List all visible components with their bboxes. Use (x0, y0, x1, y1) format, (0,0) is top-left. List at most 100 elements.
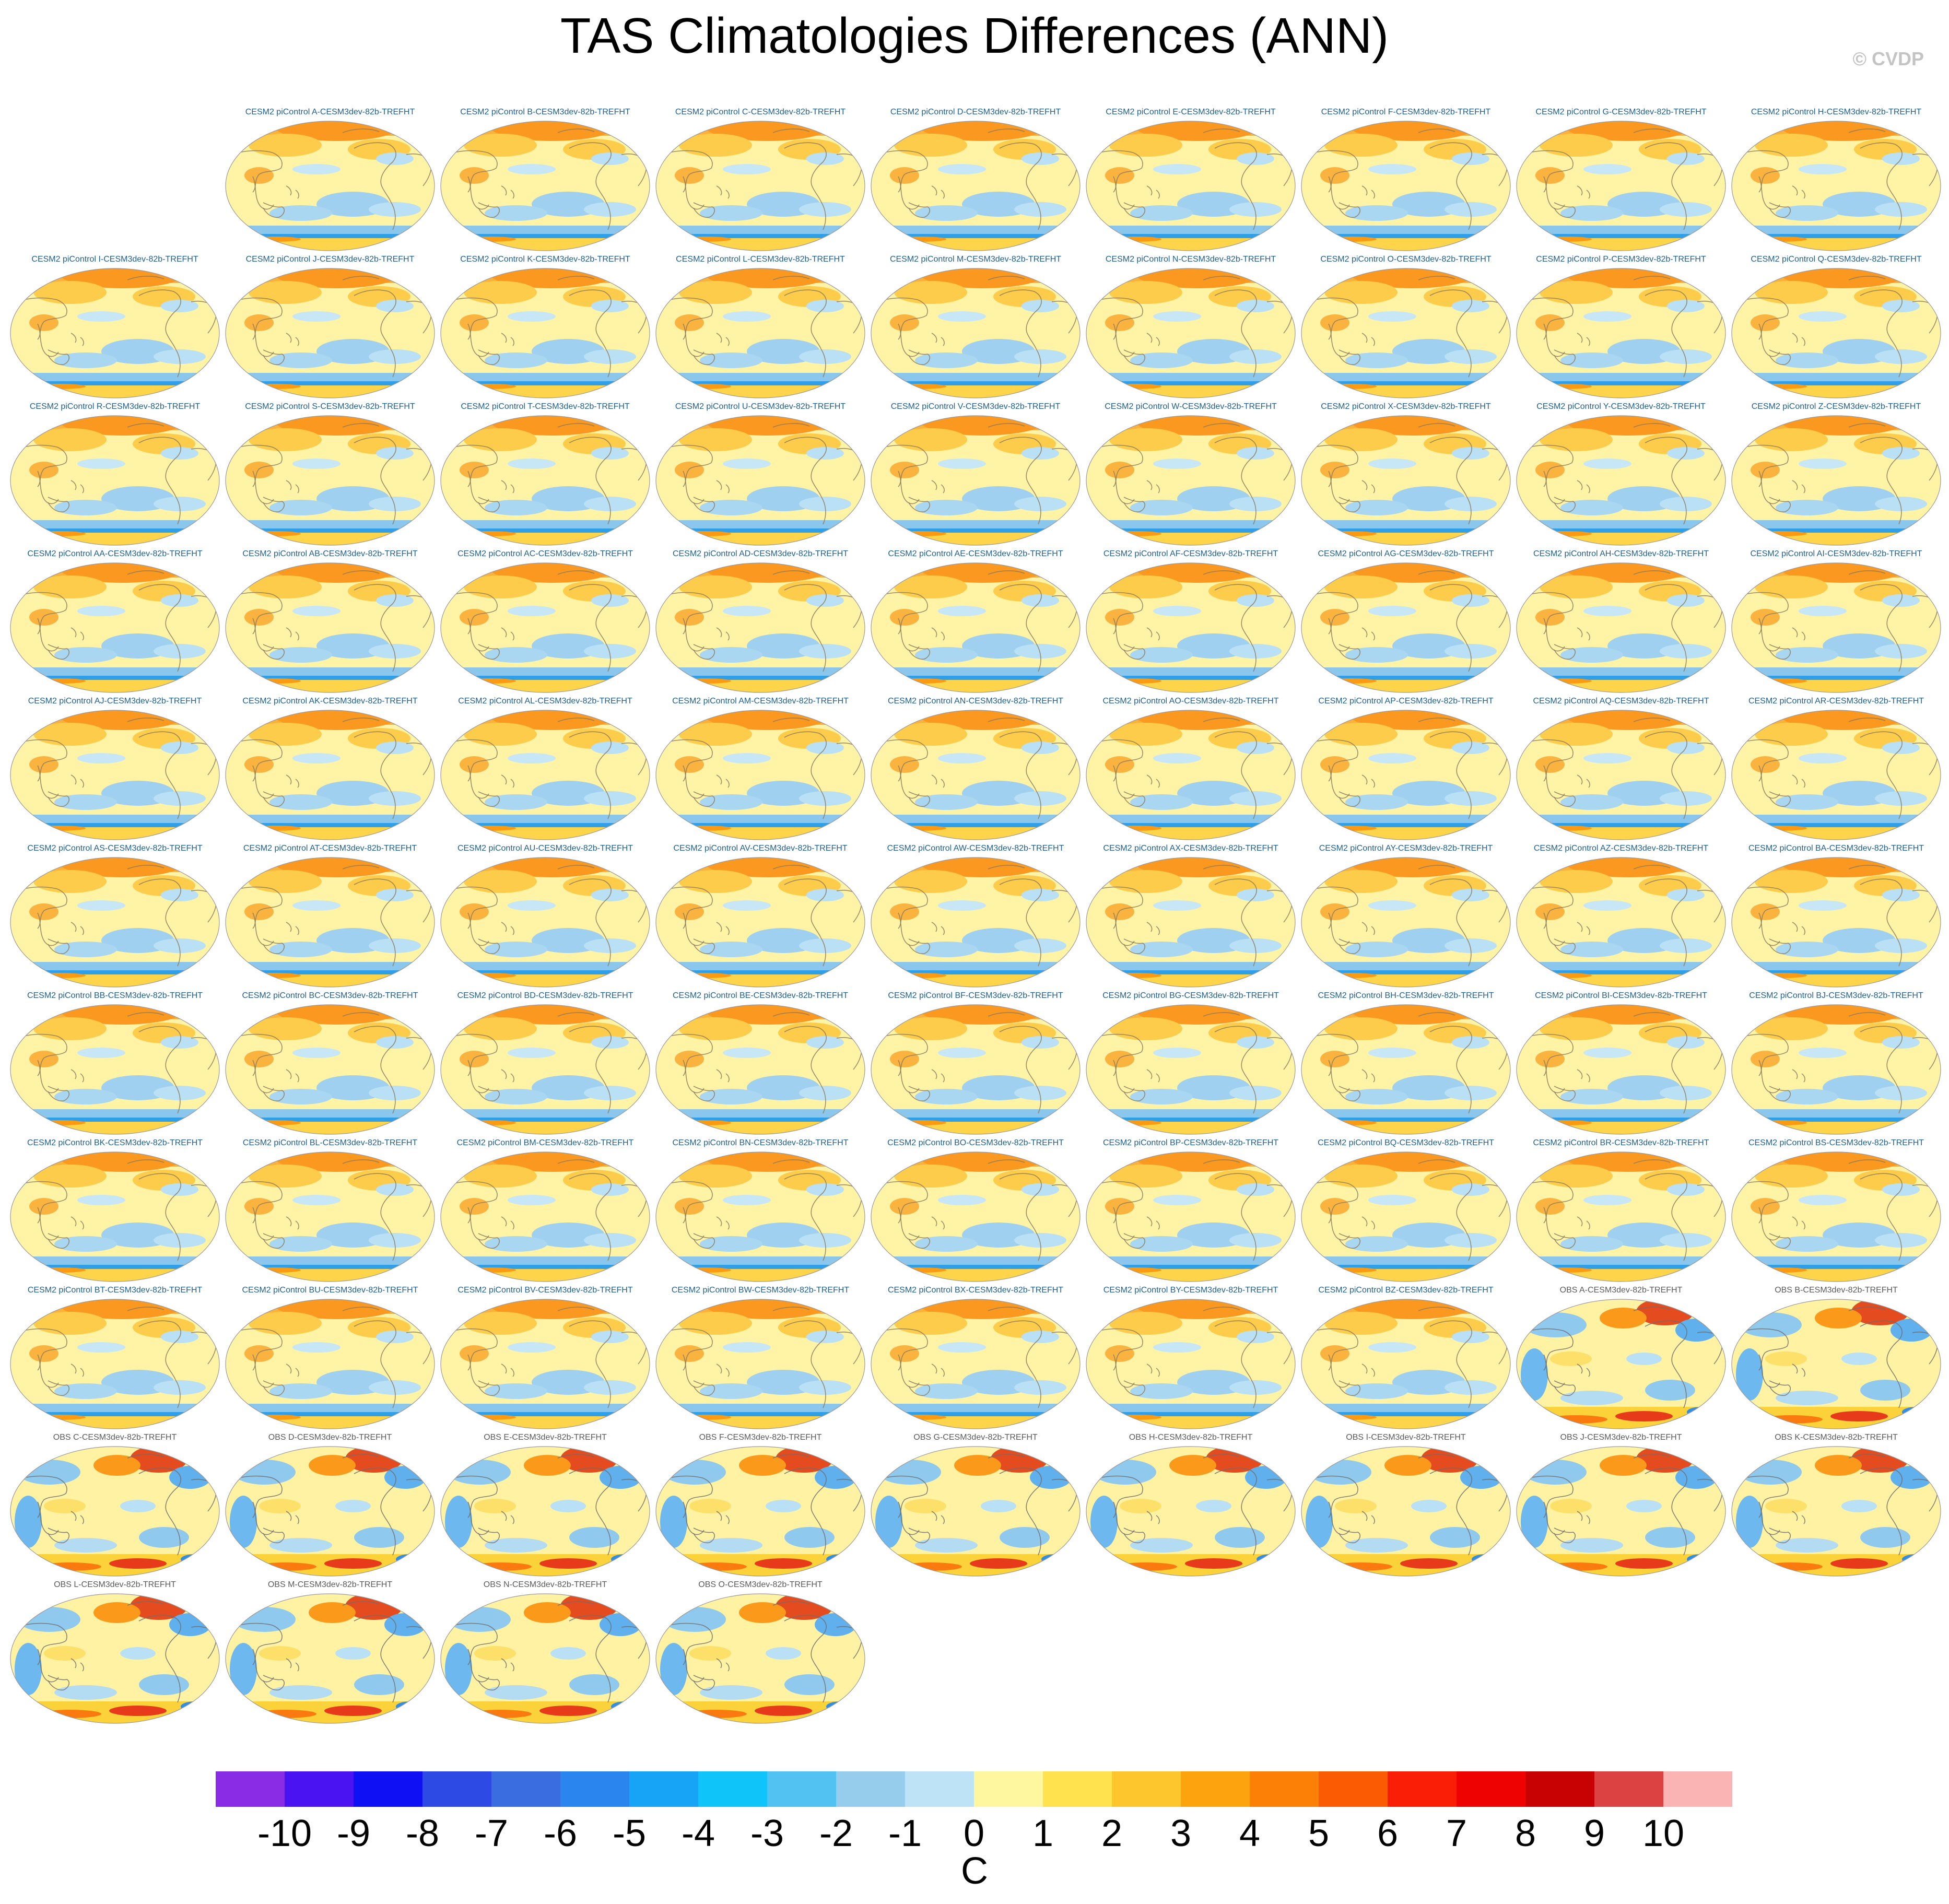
map-panel: OBS H-CESM3dev-82b-TREFHT (1083, 1432, 1298, 1579)
world-map (225, 268, 435, 398)
map-panel: CESM2 piControl BI-CESM3dev-82b-TREFHT (1513, 990, 1729, 1137)
map-panel: CESM2 piControl AC-CESM3dev-82b-TREFHT (438, 548, 653, 696)
colorbar-swatch (1250, 1771, 1319, 1807)
map-panel: CESM2 piControl A-CESM3dev-82b-TREFHT (222, 107, 438, 254)
map-panel: OBS B-CESM3dev-82b-TREFHT (1729, 1285, 1944, 1432)
world-map (655, 857, 865, 988)
panel-title: CESM2 piControl BV-CESM3dev-82b-TREFHT (457, 1286, 633, 1295)
world-map (655, 121, 865, 251)
panel-title: CESM2 piControl X-CESM3dev-82b-TREFHT (1321, 402, 1491, 411)
map-panel: CESM2 piControl BS-CESM3dev-82b-TREFHT (1729, 1137, 1944, 1285)
panel-title: CESM2 piControl BL-CESM3dev-82b-TREFHT (242, 1138, 418, 1147)
colorbar-tick-label: 7 (1446, 1813, 1467, 1854)
colorbar-tick-label: 4 (1239, 1813, 1261, 1854)
world-map (1731, 710, 1941, 840)
map-panel: CESM2 piControl AV-CESM3dev-82b-TREFHT (653, 843, 868, 990)
map-panel: CESM2 piControl BF-CESM3dev-82b-TREFHT (868, 990, 1083, 1137)
panel-title: CESM2 piControl BH-CESM3dev-82b-TREFHT (1318, 991, 1494, 1000)
panel-title: CESM2 piControl AB-CESM3dev-82b-TREFHT (242, 549, 418, 558)
panel-title: CESM2 piControl BK-CESM3dev-82b-TREFHT (27, 1138, 203, 1147)
map-panel: CESM2 piControl BA-CESM3dev-82b-TREFHT (1729, 843, 1944, 990)
map-panel: CESM2 piControl AY-CESM3dev-82b-TREFHT (1298, 843, 1513, 990)
panel-title: CESM2 piControl BA-CESM3dev-82b-TREFHT (1748, 844, 1924, 853)
world-map (225, 1151, 435, 1282)
colorbar-tick-label: 8 (1514, 1813, 1536, 1854)
map-panel: CESM2 piControl AF-CESM3dev-82b-TREFHT (1083, 548, 1298, 696)
world-map (1086, 710, 1296, 840)
colorbar-tick-label: -2 (819, 1813, 853, 1854)
map-panel: CESM2 piControl BJ-CESM3dev-82b-TREFHT (1729, 990, 1944, 1137)
map-panel: CESM2 piControl Y-CESM3dev-82b-TREFHT (1513, 401, 1729, 548)
panel-title: CESM2 piControl C-CESM3dev-82b-TREFHT (675, 108, 846, 116)
colorbar-tick-label: -7 (474, 1813, 509, 1854)
cvdp-watermark: © CVDP (1852, 48, 1924, 69)
panel-title: CESM2 piControl BN-CESM3dev-82b-TREFHT (672, 1138, 849, 1147)
world-map (440, 121, 650, 251)
world-map (1731, 268, 1941, 398)
panel-title: CESM2 piControl AI-CESM3dev-82b-TREFHT (1750, 549, 1922, 558)
map-panel: CESM2 piControl AU-CESM3dev-82b-TREFHT (438, 843, 653, 990)
panel-title: CESM2 piControl AF-CESM3dev-82b-TREFHT (1103, 549, 1278, 558)
colorbar-swatch (216, 1771, 285, 1807)
panel-title: CESM2 piControl BQ-CESM3dev-82b-TREFHT (1318, 1138, 1494, 1147)
panel-title: OBS I-CESM3dev-82b-TREFHT (1346, 1433, 1466, 1442)
panel-title: CESM2 piControl L-CESM3dev-82b-TREFHT (676, 255, 845, 264)
world-map (655, 710, 865, 840)
panel-title: CESM2 piControl BF-CESM3dev-82b-TREFHT (888, 991, 1063, 1000)
panel-title: CESM2 piControl P-CESM3dev-82b-TREFHT (1536, 255, 1706, 264)
map-panel: CESM2 piControl T-CESM3dev-82b-TREFHT (438, 401, 653, 548)
colorbar-swatch (767, 1771, 837, 1807)
panel-title: OBS J-CESM3dev-82b-TREFHT (1560, 1433, 1682, 1442)
world-map (655, 1593, 865, 1724)
world-map (1301, 710, 1511, 840)
panel-title: CESM2 piControl BE-CESM3dev-82b-TREFHT (672, 991, 849, 1000)
map-panel: CESM2 piControl AT-CESM3dev-82b-TREFHT (222, 843, 438, 990)
colorbar-tick-label: 2 (1101, 1813, 1123, 1854)
world-map (1301, 1299, 1511, 1429)
world-map (1516, 121, 1726, 251)
panel-title: CESM2 piControl BO-CESM3dev-82b-TREFHT (887, 1138, 1064, 1147)
world-map (1086, 1151, 1296, 1282)
panel-title: OBS D-CESM3dev-82b-TREFHT (268, 1433, 392, 1442)
panel-title: CESM2 piControl BG-CESM3dev-82b-TREFHT (1102, 991, 1279, 1000)
map-panel: CESM2 piControl AW-CESM3dev-82b-TREFHT (868, 843, 1083, 990)
panel-title: CESM2 piControl AP-CESM3dev-82b-TREFHT (1318, 697, 1494, 706)
colorbar-tick-label: -1 (888, 1813, 922, 1854)
map-panel: CESM2 piControl AZ-CESM3dev-82b-TREFHT (1513, 843, 1729, 990)
panel-title: CESM2 piControl R-CESM3dev-82b-TREFHT (29, 402, 201, 411)
colorbar-swatch (629, 1771, 699, 1807)
map-panel: OBS M-CESM3dev-82b-TREFHT (222, 1579, 438, 1726)
map-panel-grid: CESM2 piControl A-CESM3dev-82b-TREFHT CES… (10, 107, 1944, 1726)
map-panel: CESM2 piControl BL-CESM3dev-82b-TREFHT (222, 1137, 438, 1285)
panel-title: CESM2 piControl BT-CESM3dev-82b-TREFHT (27, 1286, 203, 1295)
panel-title: CESM2 piControl AU-CESM3dev-82b-TREFHT (457, 844, 633, 853)
panel-title: CESM2 piControl AT-CESM3dev-82b-TREFHT (243, 844, 417, 853)
colorbar-swatch (698, 1771, 768, 1807)
map-panel: CESM2 piControl L-CESM3dev-82b-TREFHT (653, 254, 868, 401)
map-panel: CESM2 piControl K-CESM3dev-82b-TREFHT (438, 254, 653, 401)
map-panel: CESM2 piControl BH-CESM3dev-82b-TREFHT (1298, 990, 1513, 1137)
world-map (440, 415, 650, 546)
world-map (1731, 415, 1941, 546)
panel-title: CESM2 piControl BX-CESM3dev-82b-TREFHT (887, 1286, 1064, 1295)
world-map (655, 1446, 865, 1577)
panel-title: OBS A-CESM3dev-82b-TREFHT (1559, 1286, 1683, 1295)
world-map (1731, 1299, 1941, 1429)
colorbar-swatch (1388, 1771, 1457, 1807)
map-panel: CESM2 piControl U-CESM3dev-82b-TREFHT (653, 401, 868, 548)
map-panel: CESM2 piControl AP-CESM3dev-82b-TREFHT (1298, 696, 1513, 843)
map-panel: OBS A-CESM3dev-82b-TREFHT (1513, 1285, 1729, 1432)
panel-title: CESM2 piControl K-CESM3dev-82b-TREFHT (460, 255, 630, 264)
world-map (10, 1593, 220, 1724)
panel-title: CESM2 piControl I-CESM3dev-82b-TREFHT (31, 255, 198, 264)
panel-title: CESM2 piControl U-CESM3dev-82b-TREFHT (675, 402, 846, 411)
colorbar-tick-label: 3 (1170, 1813, 1192, 1854)
world-map (655, 1151, 865, 1282)
world-map (225, 415, 435, 546)
colorbar-tick-label: -5 (612, 1813, 647, 1854)
map-panel: CESM2 piControl H-CESM3dev-82b-TREFHT (1729, 107, 1944, 254)
map-panel: CESM2 piControl B-CESM3dev-82b-TREFHT (438, 107, 653, 254)
world-map (10, 710, 220, 840)
panel-title: CESM2 piControl BZ-CESM3dev-82b-TREFHT (1318, 1286, 1494, 1295)
panel-title: CESM2 piControl AR-CESM3dev-82b-TREFHT (1748, 697, 1924, 706)
